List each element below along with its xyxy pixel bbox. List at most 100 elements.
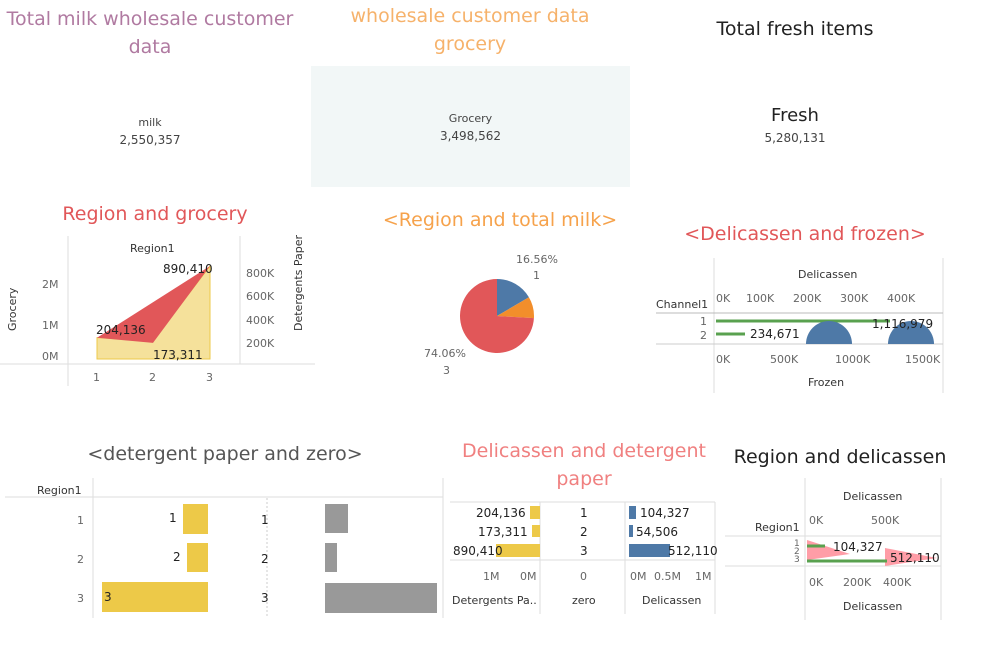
pie-slice-2 (497, 297, 534, 319)
data-label: 1,116,979 (872, 317, 933, 331)
delicassen-bar-2 (629, 525, 633, 537)
bottom-tick: 1500K (905, 353, 941, 366)
row-label: 2 (794, 547, 800, 557)
right-tick: 1M (695, 570, 712, 583)
right-tick: 600K (246, 290, 275, 303)
detergent-bar-2 (532, 525, 540, 537)
pink-area-2 (885, 548, 937, 566)
bottom-tick: 200K (843, 576, 872, 589)
row-label: 1 (77, 514, 84, 527)
row-label: 3 (77, 592, 84, 605)
bottom-tick: 500K (770, 353, 799, 366)
milk-kpi-label: milk (138, 116, 162, 129)
right-tick: 0M (630, 570, 647, 583)
delicassen-detergent-title: Delicassen and detergent paper (462, 440, 706, 490)
mid-tick: 0 (580, 570, 587, 583)
delicassen-frozen-title: <Delicassen and frozen> (684, 223, 926, 245)
delicassen-bar-3 (629, 544, 670, 557)
pie-label-top-sub: 1 (533, 269, 540, 282)
circle-mark (806, 321, 852, 344)
row-label: 1 (794, 539, 800, 549)
detergent-label: 173,311 (478, 525, 528, 539)
data-label: 512,110 (890, 551, 940, 565)
delicassen-frozen-chart: Delicassen Channel1 0K 100K 200K 300K 40… (656, 258, 944, 393)
detergent-bar-3 (496, 544, 540, 557)
top-tick: 100K (746, 292, 775, 305)
top-tick: 400K (887, 292, 916, 305)
yellow-bar-1 (183, 504, 208, 534)
region-header: Region1 (130, 242, 175, 255)
gray-bar-3 (325, 583, 437, 613)
bottom-tick: 400K (883, 576, 912, 589)
milk-kpi-value: 2,550,357 (119, 133, 181, 147)
detergent-label: 890,410 (453, 544, 503, 558)
grocery-kpi-label: Grocery (448, 112, 493, 125)
bottom-axis-title: Frozen (808, 376, 844, 389)
right-tick: 0.5M (654, 570, 681, 583)
detergent-zero-title: <detergent paper and zero> (87, 443, 363, 465)
right-tick: 400K (246, 314, 275, 327)
grocery-axis-title: Grocery (6, 287, 19, 331)
data-label: 104,327 (833, 540, 883, 554)
zero-label: 3 (580, 544, 588, 558)
bottom-tick: 0K (809, 576, 824, 589)
bar-label: 2 (173, 550, 181, 564)
bar-label: 3 (104, 590, 112, 604)
mid-axis-title: zero (572, 594, 596, 607)
pie-slice-1 (497, 279, 529, 316)
top-tick: 0K (716, 292, 731, 305)
pie-slice-3 (460, 279, 534, 353)
row-label: 2 (77, 553, 84, 566)
zero-label: 2 (580, 525, 588, 539)
x-tick: 2 (149, 371, 156, 384)
fresh-kpi-label: Fresh (771, 105, 819, 126)
left-tick: 1M (483, 570, 500, 583)
right-tick: 800K (246, 267, 275, 280)
milk-kpi-title: Total milk wholesale customer data (6, 8, 294, 58)
yellow-bar-3 (102, 582, 208, 612)
right-tick: 200K (246, 337, 275, 350)
grocery-kpi-title: wholesale customer data grocery (350, 5, 590, 55)
top-axis-title: Delicassen (843, 490, 902, 503)
mid-label: 3 (261, 591, 269, 605)
row-label: 2 (700, 329, 707, 342)
grocery-kpi-value: 3,498,562 (439, 129, 502, 143)
bar-label: 1 (169, 511, 177, 525)
delicassen-label: 512,110 (668, 544, 718, 558)
pie-label-bottom: 74.06% (424, 347, 466, 360)
top-tick: 200K (793, 292, 822, 305)
x-tick: 3 (206, 371, 213, 384)
top-tick: 0K (809, 514, 824, 527)
delicassen-detergent-chart: 204,136 173,311 890,410 1 2 3 104,327 54… (450, 501, 718, 614)
row-label: 1 (700, 315, 707, 328)
region-milk-title: <Region and total milk> (382, 209, 618, 231)
region-delicassen-chart: Delicassen 0K 500K Region1 1 2 3 104,327… (725, 478, 942, 620)
top-tick: 300K (840, 292, 869, 305)
pie-label-top: 16.56% (516, 253, 558, 266)
left-tick: 0M (42, 350, 59, 363)
gray-bar-1 (325, 504, 348, 533)
left-axis-title: Detergents Pa.. (452, 594, 537, 607)
fresh-kpi-value: 5,280,131 (764, 131, 826, 145)
delicassen-label: 104,327 (640, 506, 690, 520)
region-milk-pie: 16.56% 1 74.06% 3 (424, 253, 558, 377)
mid-label: 1 (261, 513, 269, 527)
channel-header: Channel1 (656, 298, 708, 311)
fresh-kpi-title: Total fresh items (716, 18, 874, 40)
bottom-tick: 1000K (835, 353, 871, 366)
delicassen-label: 54,506 (636, 525, 678, 539)
top-axis-title: Delicassen (798, 268, 857, 281)
delicassen-bar-1 (629, 506, 636, 519)
region-header: Region1 (755, 521, 800, 534)
detergent-label: 204,136 (476, 506, 526, 520)
gray-bar-2 (325, 543, 337, 572)
left-tick: 1M (42, 319, 59, 332)
pie-label-bottom-sub: 3 (443, 364, 450, 377)
left-tick: 2M (42, 278, 59, 291)
bottom-tick: 0K (716, 353, 731, 366)
top-tick: 500K (871, 514, 900, 527)
zero-label: 1 (580, 506, 588, 520)
row-label: 3 (794, 555, 800, 565)
mid-label: 2 (261, 552, 269, 566)
x-tick: 1 (93, 371, 100, 384)
